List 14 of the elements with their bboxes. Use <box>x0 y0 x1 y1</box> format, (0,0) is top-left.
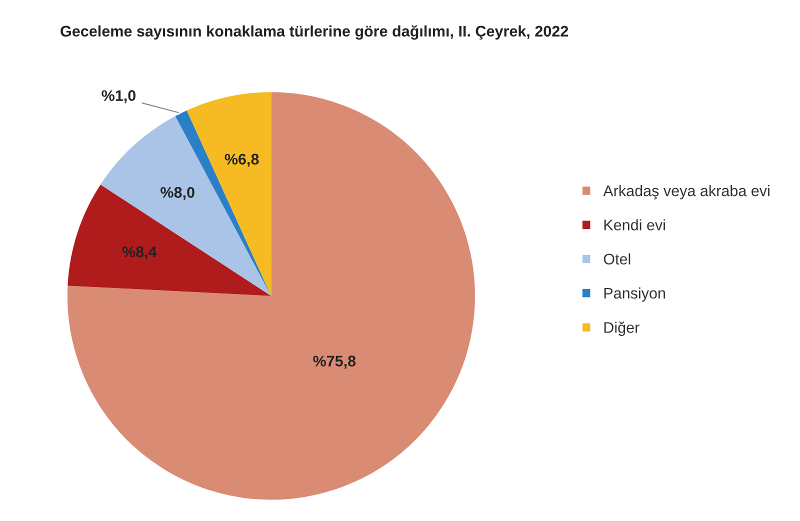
legend-label: Pansiyon <box>604 287 665 302</box>
legend-label: Arkadaş veya akraba evi <box>603 185 770 200</box>
data-label: %75,8 <box>313 356 356 369</box>
data-label: %8,4 <box>122 246 157 260</box>
pie-slice <box>100 116 272 296</box>
pie-slice <box>68 184 272 296</box>
data-label: %1,0 <box>102 90 136 104</box>
data-label: %6,8 <box>224 154 259 167</box>
legend-label: Diğer <box>604 322 640 336</box>
pie-slice <box>67 92 475 500</box>
legend-label: Otel <box>604 253 630 265</box>
data-label: %8,0 <box>160 187 194 200</box>
legend-label: Kendi evi <box>604 219 665 230</box>
chart-title: Geceleme sayısının konaklama türlerine göre dağılımı, II. Çeyrek, 2022 <box>60 25 568 40</box>
